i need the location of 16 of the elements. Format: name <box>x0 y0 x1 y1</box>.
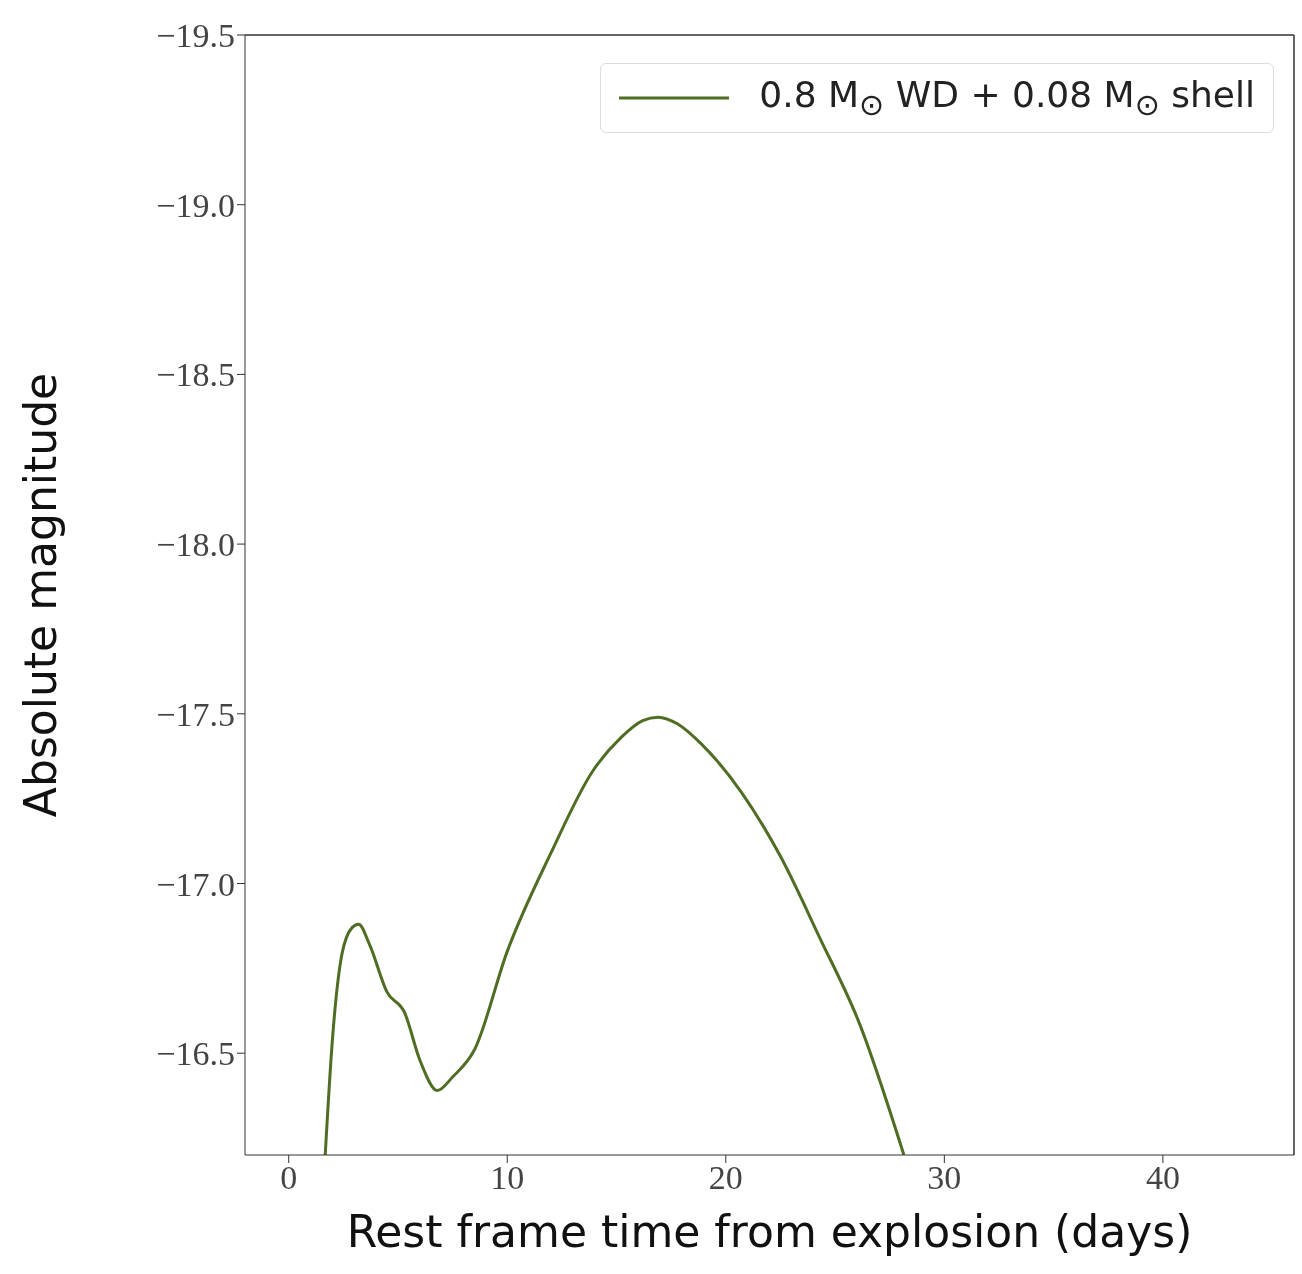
x-axis-title: Rest frame time from explosion (days) <box>346 1206 1193 1257</box>
x-tick-label: 30 <box>927 1159 962 1197</box>
y-tick-label: −19.0 <box>156 186 235 224</box>
y-tick-label: −16.5 <box>156 1035 235 1073</box>
line-series <box>323 715 906 1155</box>
legend-label: 0.8 M$_{⊙}$ WD + 0.08 M$_{⊙}$ shell <box>759 74 1255 123</box>
y-axis-title: Absolute magnitude <box>14 372 66 818</box>
y-tick-label: −17.0 <box>156 865 235 903</box>
y-tick-label: −17.5 <box>156 695 235 733</box>
x-tick-label: 10 <box>490 1159 525 1197</box>
y-tick-label: −18.5 <box>156 356 235 394</box>
y-tick-label: −19.5 <box>156 17 235 55</box>
y-tick-label: −18.0 <box>156 526 235 564</box>
x-tick-label: 0 <box>280 1159 298 1197</box>
x-tick-label: 20 <box>708 1159 743 1197</box>
x-tick-label: 40 <box>1145 1159 1180 1197</box>
